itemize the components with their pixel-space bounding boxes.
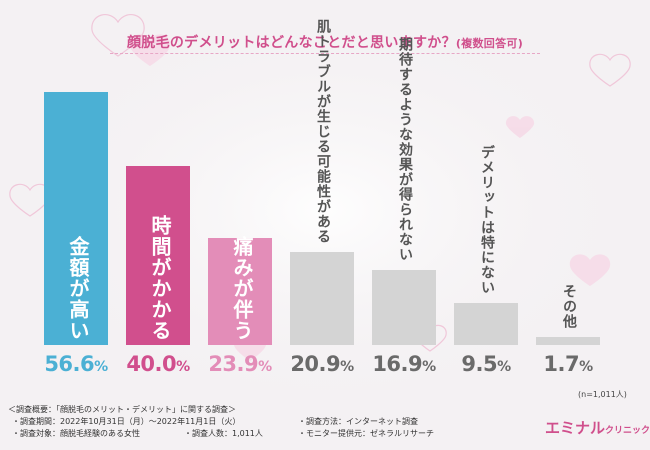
data-label-value: 16.9 xyxy=(372,352,423,376)
bar-7 xyxy=(536,337,600,345)
bar-5 xyxy=(372,270,436,345)
data-label-value: 40.0 xyxy=(126,352,177,376)
data-label-3: 23.9% xyxy=(195,352,285,376)
survey-target: ・調査対象：顔脱毛経験のある女性 xyxy=(12,429,140,438)
data-label-unit: % xyxy=(258,359,272,375)
bar-label-6: デメリットは特にない xyxy=(479,145,495,295)
sample-size: (n=1,011人) xyxy=(578,390,627,399)
data-label-6: 9.5% xyxy=(441,352,531,376)
data-label-2: 40.0% xyxy=(113,352,203,376)
data-label-1: 56.6% xyxy=(31,352,121,376)
heart-outline-decoration-icon xyxy=(91,14,145,57)
bar-label-3: 痛みが伴う xyxy=(230,236,254,341)
bar-6 xyxy=(454,303,518,345)
chart-title-note: (複数回答可) xyxy=(455,37,524,50)
heart-decoration-icon xyxy=(505,116,535,138)
data-label-unit: % xyxy=(422,359,436,375)
data-label-unit: % xyxy=(94,359,108,375)
data-label-value: 23.9 xyxy=(208,352,259,376)
heart-outline-decoration-icon xyxy=(589,53,631,87)
survey-method: ・調査方法：インターネット調査 xyxy=(298,417,418,426)
bar-label-5: 期待するような効果が得られない xyxy=(397,37,413,262)
data-label-value: 9.5 xyxy=(461,352,498,376)
data-label-value: 20.9 xyxy=(290,352,341,376)
clinic-logo: エミナルクリニック xyxy=(545,417,650,438)
data-label-value: 1.7 xyxy=(543,352,580,376)
chart-title: 顔脱毛のデメリットはどんなことだと思いますか？(複数回答可) xyxy=(0,32,650,52)
data-label-5: 16.9% xyxy=(359,352,449,376)
title-underline xyxy=(110,53,540,55)
bar-2 xyxy=(126,166,190,345)
bar-3 xyxy=(208,238,272,345)
bar-1 xyxy=(44,92,108,345)
data-label-4: 20.9% xyxy=(277,352,367,376)
bar-label-2: 時間がかかる xyxy=(148,215,172,341)
bar-label-7: その他 xyxy=(561,284,577,329)
data-label-value: 56.6 xyxy=(44,352,95,376)
survey-count: ・調査人数：1,011人 xyxy=(184,429,263,438)
bar-label-1: 金額が高い xyxy=(66,236,90,341)
heart-decoration-icon xyxy=(569,254,611,286)
data-label-unit: % xyxy=(579,359,593,375)
heart-decoration-icon xyxy=(129,34,171,66)
chart-title-text: 顔脱毛のデメリットはどんなことだと思いますか？ xyxy=(126,35,456,51)
survey-provider: ・モニター提供元：ゼネラルリサーチ xyxy=(298,429,434,438)
clinic-logo-sub: クリニック xyxy=(605,426,650,436)
data-label-unit: % xyxy=(176,359,190,375)
bar-label-4: 肌トラブルが生じる可能性がある xyxy=(315,19,331,244)
data-label-unit: % xyxy=(497,359,511,375)
bar-4 xyxy=(290,252,354,345)
survey-period: ・調査期間：2022年10月31日（月）〜2022年11月1日（火） xyxy=(12,417,241,426)
data-label-unit: % xyxy=(340,359,354,375)
survey-footer: ＜調査概要：「顔脱毛のメリット・デメリット」に関する調査＞ ・調査期間：2022… xyxy=(0,404,650,450)
survey-overview: ＜調査概要：「顔脱毛のメリット・デメリット」に関する調査＞ xyxy=(8,405,236,414)
clinic-logo-main: エミナル xyxy=(545,419,606,437)
data-label-7: 1.7% xyxy=(523,352,613,376)
